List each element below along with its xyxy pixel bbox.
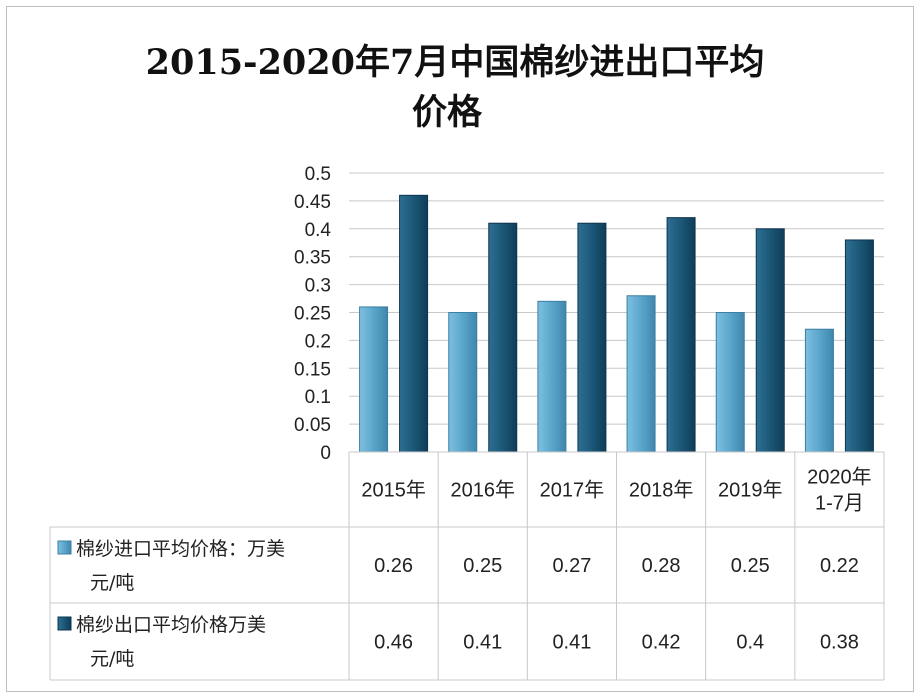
chart-title: 2015-2020年7月中国棉纱进出口平均 价格: [60, 38, 850, 138]
bar-export: [666, 217, 696, 453]
bar-export: [577, 222, 607, 453]
y-tick-label: 0.25: [294, 304, 331, 325]
chart-frame: [6, 6, 914, 692]
data-label: 0.27: [552, 555, 591, 577]
bar-import: [715, 312, 745, 453]
category-label: 2019年: [718, 479, 783, 502]
data-label: 0.4: [736, 632, 764, 654]
legend-label: 棉纱出口平均价格万美: [76, 614, 266, 636]
chart-title-line1: 2015-2020年7月中国棉纱进出口平均: [145, 42, 765, 83]
legend-swatch: [57, 616, 72, 631]
legend-label: 元/吨: [90, 572, 134, 594]
data-label: 0.25: [731, 555, 770, 577]
y-tick-label: 0.3: [305, 276, 331, 297]
data-label: 0.25: [463, 555, 502, 577]
bar-export: [488, 222, 518, 453]
data-label: 0.41: [552, 632, 591, 654]
y-tick-label: 0.5: [305, 164, 331, 185]
y-tick-label: 0.15: [294, 359, 331, 380]
y-tick-label: 0.45: [294, 192, 331, 213]
category-label: 1-7月: [815, 493, 864, 515]
category-label: 2018年: [629, 479, 694, 502]
data-label: 0.46: [374, 632, 413, 654]
data-label: 0.28: [642, 555, 681, 577]
chart-title-line2: 价格: [412, 92, 483, 133]
bar-export: [755, 228, 785, 453]
data-label: 0.42: [642, 632, 681, 654]
category-label: 2015年: [361, 479, 426, 502]
bar-import: [359, 306, 389, 453]
bar-export: [844, 239, 874, 453]
y-tick-label: 0.05: [294, 415, 331, 436]
y-tick-label: 0.1: [305, 387, 331, 408]
category-label: 2020年: [807, 466, 872, 489]
legend-swatch: [57, 540, 72, 555]
bar-export: [399, 194, 429, 453]
bar-import: [626, 295, 656, 453]
y-tick-label: 0.35: [294, 248, 331, 269]
y-tick-label: 0.4: [305, 220, 332, 241]
legend-label: 棉纱进口平均价格：万美: [76, 538, 285, 560]
y-tick-label: 0: [320, 443, 331, 464]
bar-import: [804, 328, 834, 453]
data-label: 0.41: [463, 632, 502, 654]
data-label: 0.38: [820, 632, 859, 654]
data-label: 0.26: [374, 555, 413, 577]
legend-label: 元/吨: [90, 648, 134, 670]
y-tick-label: 0.2: [305, 331, 331, 352]
data-label: 0.22: [820, 555, 859, 577]
category-label: 2017年: [540, 479, 605, 502]
bar-import: [537, 300, 567, 453]
bar-import: [448, 312, 478, 453]
category-label: 2016年: [451, 479, 516, 502]
